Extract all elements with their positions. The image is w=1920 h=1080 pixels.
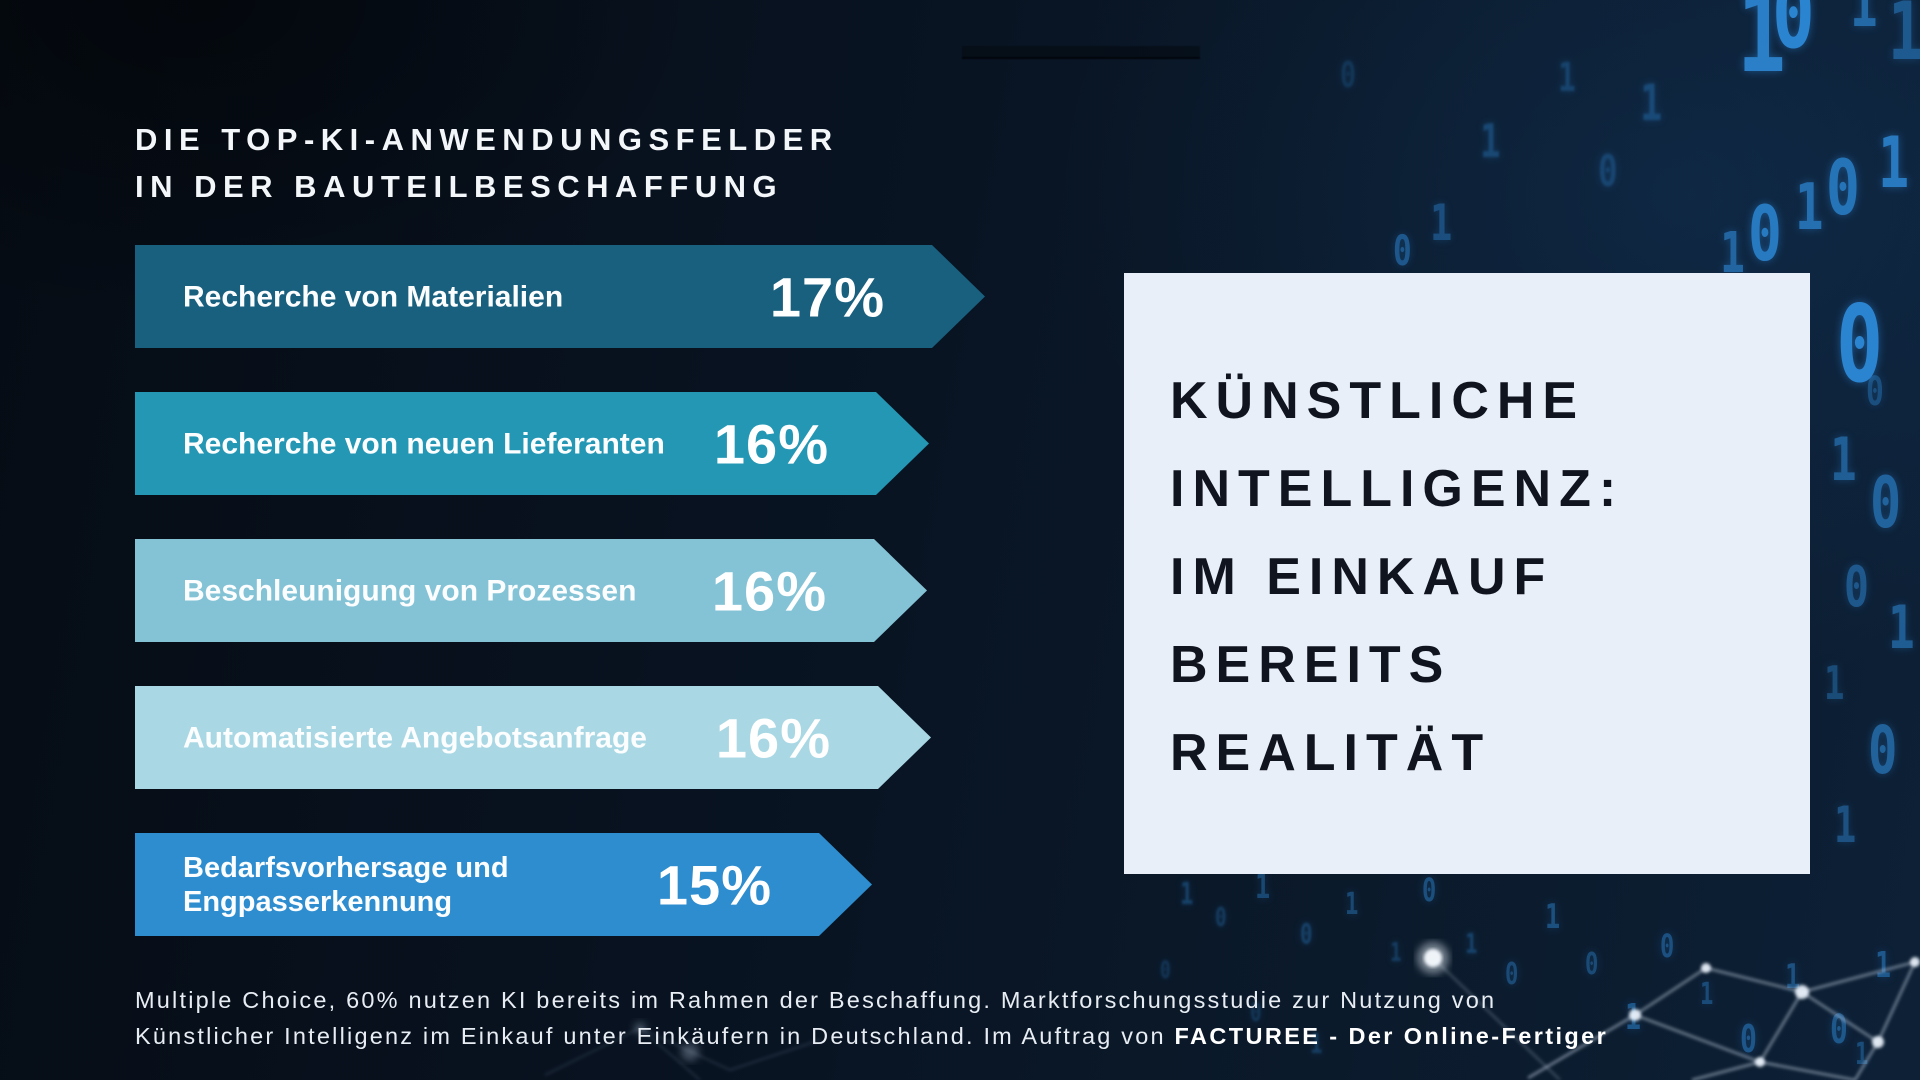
binary-digit: 1 [1345,887,1359,922]
binary-digit: 0 [1826,143,1860,232]
bar-4: Automatisierte Angebotsanfrage 16% [135,686,931,789]
binary-digit: 0 [1250,998,1262,1028]
binary-digit: 0 [1844,555,1869,620]
binary-digit: 1 [1255,867,1271,907]
binary-digit: 1 [1465,927,1478,960]
bar-3: Beschleunigung von Prozessen 16% [135,539,927,642]
binary-digit: 1 [1480,114,1501,168]
bar-label: Bedarfsvorhersage und Engpasserkennung [183,851,509,918]
panel-heading: KÜNSTLICHE INTELLIGENZ: IM EINKAUF BEREITS R… [1170,357,1770,797]
binary-digit: 0 [1160,956,1171,984]
panel-heading-line: IM EINKAUF [1170,548,1554,606]
binary-digit: 1 [1855,1037,1869,1072]
chart-title-line1: DIE TOP-KI-ANWENDUNGSFELDER [135,122,839,157]
binary-digit: 1 [1850,0,1878,41]
bar-label: Recherche von neuen Lieferanten [183,427,665,460]
chart-title-line2: IN DER BAUTEILBESCHAFFUNG [135,169,784,204]
binary-digit: 0 [1585,947,1599,982]
binary-digit: 0 [1868,712,1898,789]
bar-value: 16% [711,559,827,622]
bar-label: Recherche von Materialien [183,280,564,313]
binary-digit: 0 [1422,871,1437,909]
bar-label: Automatisierte Angebotsanfrage [183,721,647,754]
footnote-line2-text: Künstlicher Intelligenz im Einkauf unter… [135,1023,1175,1049]
bar-value: 17% [769,265,885,328]
binary-digit: 0 [1300,917,1313,950]
panel-heading-line: BEREITS [1170,636,1452,694]
binary-digit: 0 [1215,903,1227,933]
binary-digit: 1 [1180,877,1194,912]
binary-digit: 1 [1830,425,1857,495]
binary-digit: 0 [1836,283,1884,406]
panel-heading-line: REALITÄT [1170,724,1492,782]
binary-digit: 1 [1824,656,1845,710]
binary-digit: 1 [1737,0,1787,97]
bar-label: Beschleunigung von Prozessen [183,574,637,607]
binary-digit: 1 [1700,977,1714,1012]
bar-value: 16% [713,412,829,475]
binary-digit: 1 [1720,221,1745,286]
binary-digit: 1 [1834,796,1857,854]
binary-digit: 1 [1390,938,1402,968]
binary-digit: 0 [1340,55,1357,96]
binary-digit: 1 [1875,945,1892,986]
panel-heading-line: INTELLIGENZ: [1170,460,1625,518]
watermark-link [962,46,1200,59]
binary-digit: 0 [1870,462,1902,544]
panel-heading-line: KÜNSTLICHE [1170,372,1586,430]
binary-digit: 1 [1888,593,1915,663]
bar-5: Bedarfsvorhersage und Engpasserkennung 15% [135,833,872,936]
source-footnote: Multiple Choice, 60% nutzen KI bereits i… [135,982,1608,1054]
binary-digit: 1 [1558,55,1576,101]
bar-1: Recherche von Materialien 17% [135,245,985,348]
binary-digit: 0 [1740,1017,1757,1061]
footnote-brand: FACTUREE - Der Online-Fertiger [1174,1023,1609,1049]
binary-digit: 1 [1310,1027,1323,1060]
bar-value: 16% [715,706,831,769]
binary-digit: 0 [1866,369,1884,415]
binary-digit: 1 [1430,194,1453,252]
bar-2: Recherche von neuen Lieferanten 16% [135,392,929,495]
binary-digit: 0 [1660,927,1675,965]
binary-digit: 0 [1772,0,1815,70]
binary-digit: 1 [1888,0,1920,72]
binary-digit: 1 [1785,957,1801,997]
footnote-line1: Multiple Choice, 60% nutzen KI bereits i… [135,987,1497,1013]
chart-title: DIE TOP-KI-ANWENDUNGSFELDER IN DER BAUTE… [135,116,839,210]
binary-digit: 1 [1545,897,1561,937]
binary-digit: 1 [1878,122,1910,204]
binary-digit: 1 [1640,74,1663,132]
binary-digit: 1 [1625,997,1642,1038]
binary-digit: 0 [1748,189,1782,278]
binary-digit: 1 [1795,171,1824,245]
bar-value: 15% [656,853,772,916]
footnote-line2: Künstlicher Intelligenz im Einkauf unter… [135,1018,1608,1054]
statement-panel: KÜNSTLICHE INTELLIGENZ: IM EINKAUF BEREITS R… [1124,273,1810,874]
binary-digit: 0 [1393,226,1412,275]
binary-digit: 0 [1598,146,1618,197]
binary-digit: 0 [1830,1007,1848,1053]
